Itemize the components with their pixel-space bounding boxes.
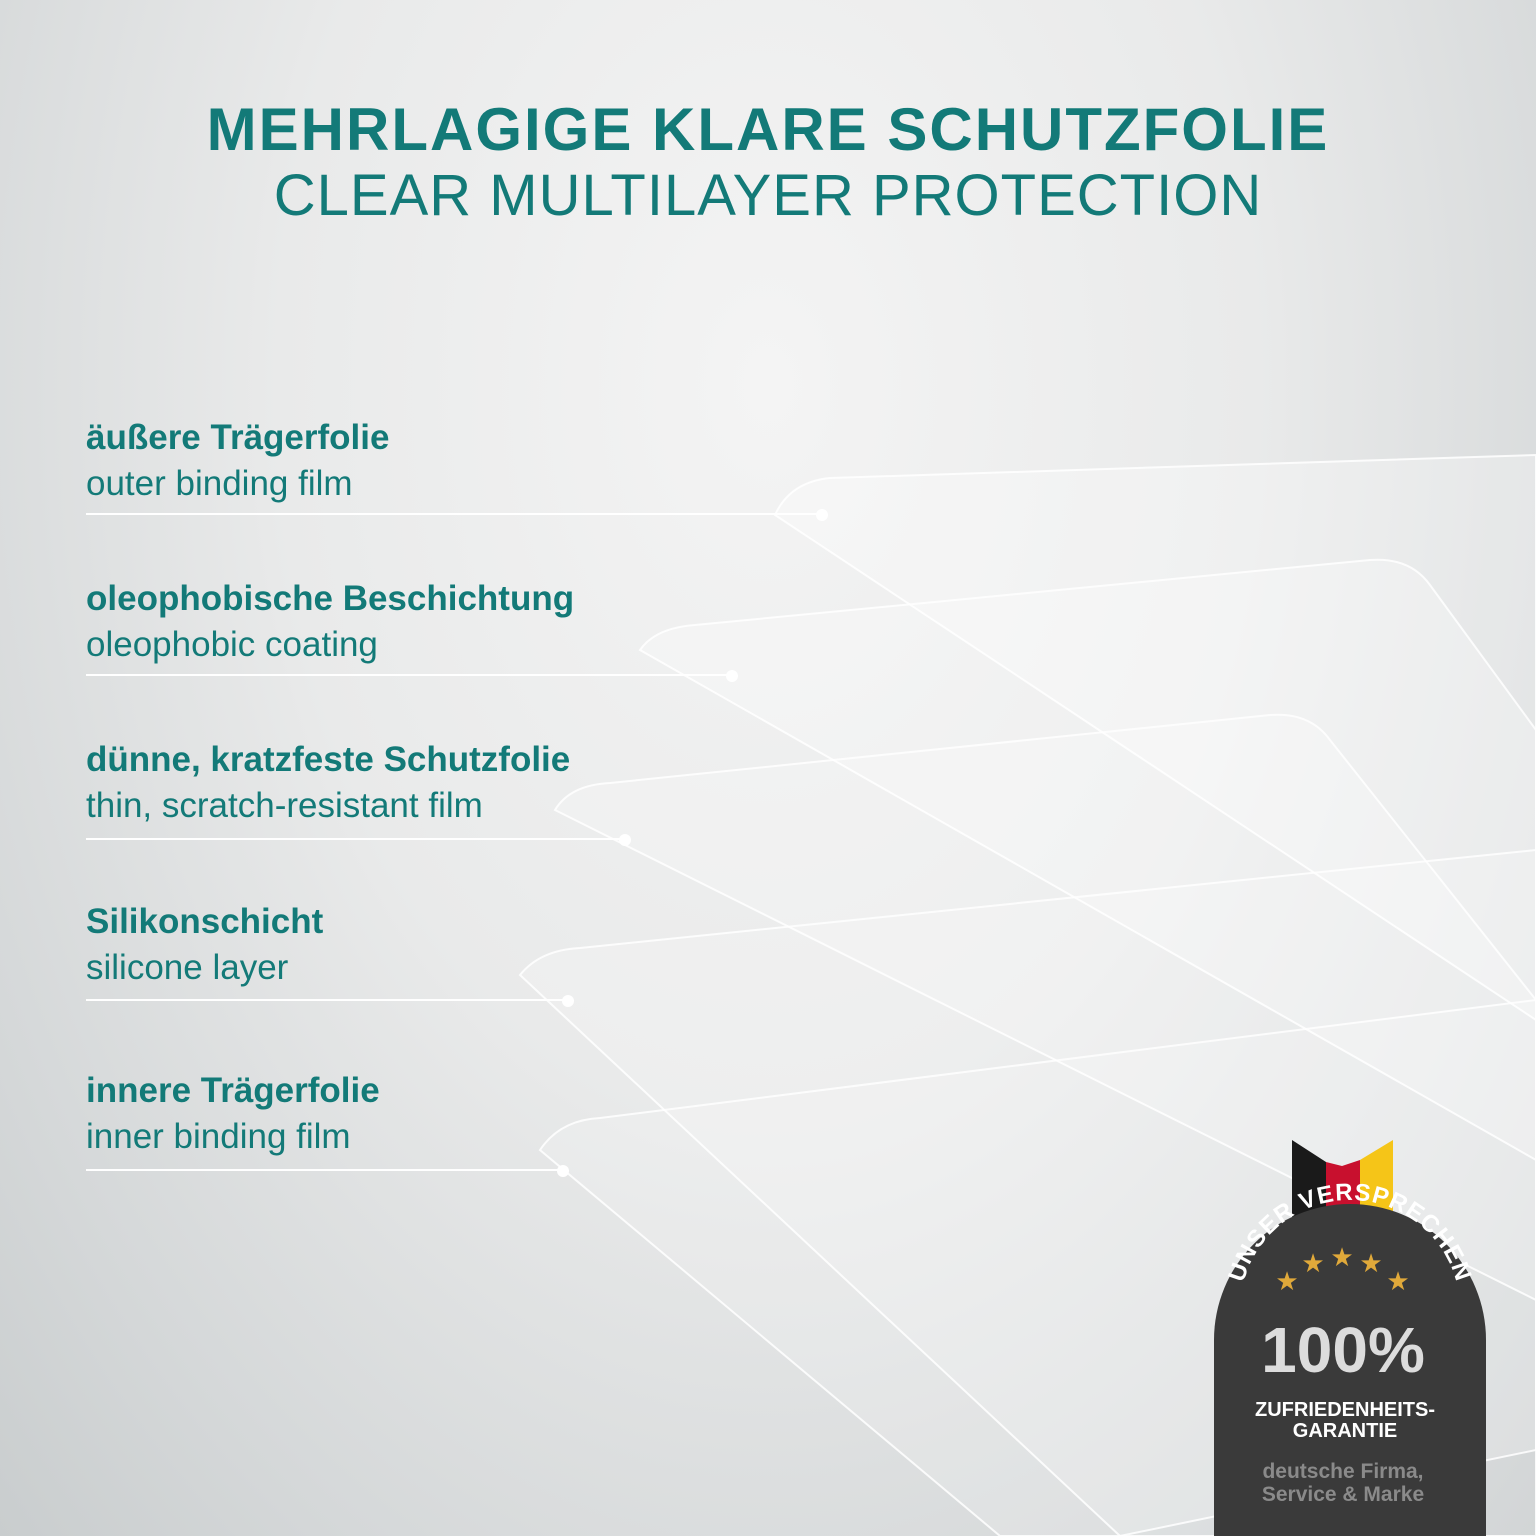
layer-name-english: silicone layer — [86, 948, 289, 987]
badge-percent: 100% — [1261, 1314, 1425, 1386]
layer-label: äußere Trägerfolie outer binding film — [86, 415, 389, 507]
leader-dot — [557, 1165, 569, 1177]
leader-dot — [816, 509, 828, 521]
badge-sub1: deutsche Firma, — [1262, 1460, 1423, 1483]
star-icon: ★ — [1301, 1249, 1324, 1279]
leader-line — [86, 674, 732, 676]
leader-dot — [726, 670, 738, 682]
star-icon: ★ — [1330, 1243, 1353, 1273]
title-german: MEHRLAGIGE KLARE SCHUTZFOLIE — [206, 96, 1330, 163]
layer-name-german: innere Trägerfolie — [86, 1071, 380, 1110]
badge-line1: ZUFRIEDENHEITS- — [1255, 1399, 1435, 1421]
leader-dot — [562, 995, 574, 1007]
layer-name-german: dünne, kratzfeste Schutzfolie — [86, 740, 571, 779]
star-icon: ★ — [1359, 1249, 1382, 1279]
layer-name-german: äußere Trägerfolie — [86, 418, 390, 457]
layer-name-english: inner binding film — [86, 1117, 351, 1156]
star-icon: ★ — [1275, 1267, 1298, 1297]
guarantee-badge: UNSER VERSPRECHEN ★★ ★ ★★ 100% ZUFRIEDENHE… — [1214, 1140, 1486, 1536]
layer-label: dünne, kratzfeste Schutzfolie thin, scra… — [86, 737, 570, 829]
film-layer — [553, 713, 1536, 1302]
layer-name-english: outer binding film — [86, 464, 353, 503]
layer-name-english: oleophobic coating — [86, 625, 378, 664]
badge-line2: GARANTIE — [1293, 1420, 1397, 1442]
layer-label: innere Trägerfolie inner binding film — [86, 1068, 380, 1160]
title-english: CLEAR MULTILAYER PROTECTION — [273, 163, 1263, 228]
layer-name-german: Silikonschicht — [86, 902, 324, 941]
layer-label: Silikonschicht silicone layer — [86, 899, 323, 991]
leader-line — [86, 838, 625, 840]
layer-name-german: oleophobische Beschichtung — [86, 579, 575, 618]
leader-line — [86, 1169, 563, 1171]
leader-line — [86, 999, 568, 1001]
star-icon: ★ — [1386, 1267, 1409, 1297]
film-layer — [638, 558, 1536, 1162]
leader-dot — [619, 834, 631, 846]
leader-line — [86, 513, 822, 515]
layer-label: oleophobische Beschichtung oleophobic co… — [86, 576, 574, 668]
layer-name-english: thin, scratch-resistant film — [86, 786, 483, 825]
badge-sub2: Service & Marke — [1262, 1483, 1424, 1506]
film-layer — [773, 453, 1536, 1022]
